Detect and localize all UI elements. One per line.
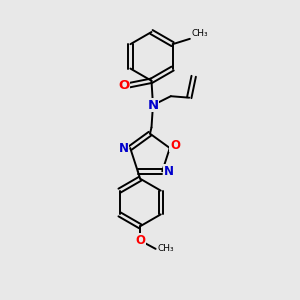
- Text: O: O: [170, 139, 180, 152]
- Text: O: O: [118, 79, 130, 92]
- Text: CH₃: CH₃: [191, 29, 208, 38]
- Text: CH₃: CH₃: [157, 244, 174, 253]
- Text: O: O: [135, 234, 145, 247]
- Text: N: N: [147, 99, 158, 112]
- Text: N: N: [164, 165, 174, 178]
- Text: N: N: [119, 142, 129, 154]
